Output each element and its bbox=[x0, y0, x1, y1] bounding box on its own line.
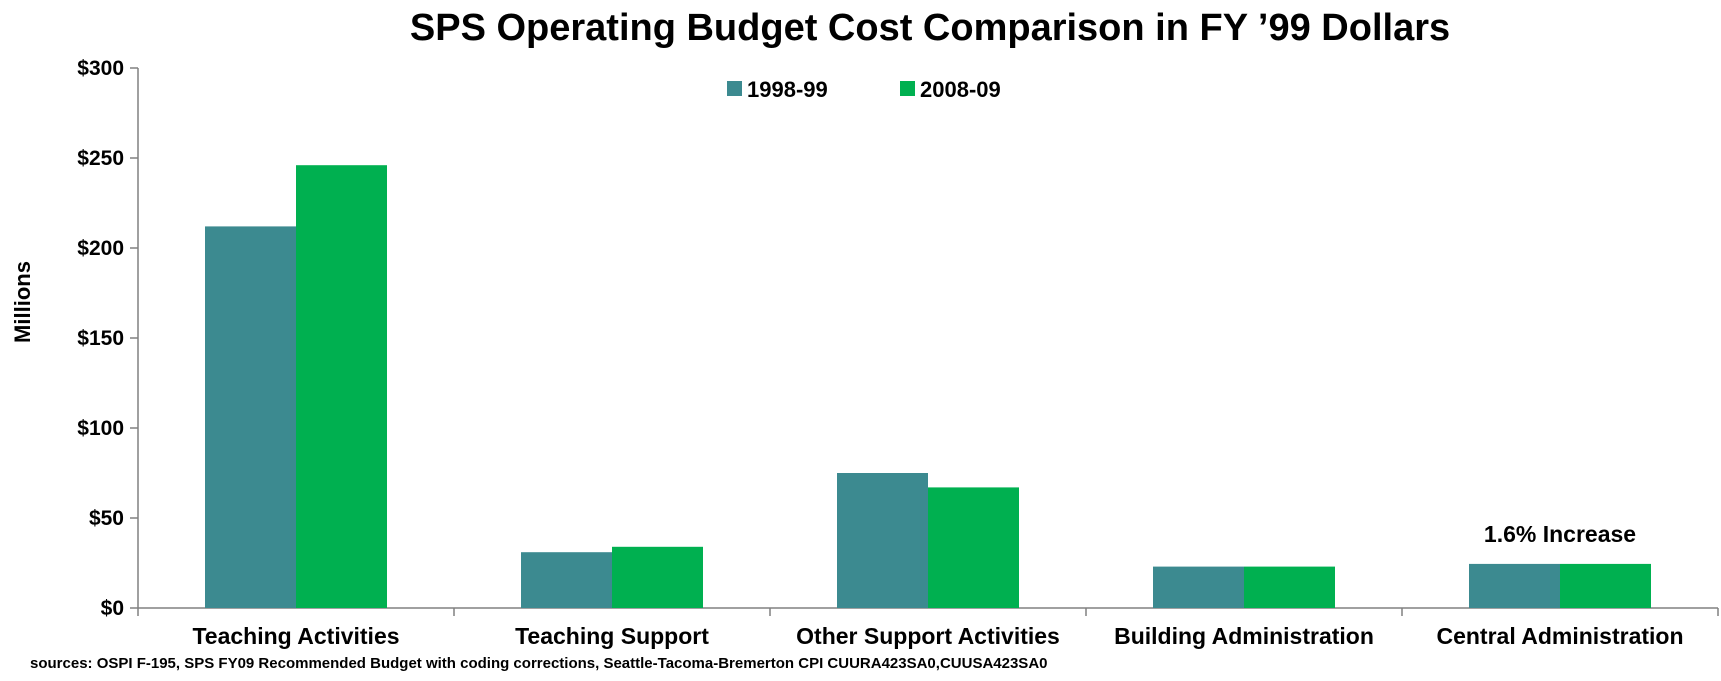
y-axis-label: Millions bbox=[10, 261, 35, 343]
y-tick-label: $300 bbox=[77, 57, 124, 80]
y-tick-label: $250 bbox=[77, 147, 124, 170]
y-tick-label: $200 bbox=[77, 237, 124, 260]
y-tick-label: $150 bbox=[77, 327, 124, 350]
annotation-label: 1.6% Increase bbox=[1484, 521, 1636, 547]
bar bbox=[205, 226, 296, 608]
legend: 1998-99 2008-09 bbox=[727, 77, 1001, 102]
bar bbox=[1469, 563, 1560, 608]
legend-label: 1998-99 bbox=[747, 77, 828, 102]
bar bbox=[521, 552, 612, 608]
y-tick-label: $50 bbox=[89, 507, 124, 530]
bar bbox=[1560, 563, 1651, 608]
legend-swatch bbox=[900, 81, 915, 96]
source-footnote: sources: OSPI F-195, SPS FY09 Recommende… bbox=[30, 655, 1048, 672]
bar bbox=[837, 473, 928, 608]
legend-label: 2008-09 bbox=[920, 77, 1001, 102]
bar bbox=[612, 546, 703, 608]
y-tick-label: $0 bbox=[101, 597, 124, 620]
chart-title: SPS Operating Budget Cost Comparison in … bbox=[410, 7, 1450, 49]
annotations: 1.6% Increase bbox=[1484, 521, 1636, 547]
bar bbox=[1153, 566, 1244, 608]
x-category-label: Other Support Activities bbox=[796, 623, 1060, 649]
bar bbox=[296, 165, 387, 608]
legend-swatch bbox=[727, 81, 742, 96]
bar bbox=[928, 487, 1019, 608]
x-category-label: Teaching Activities bbox=[192, 623, 399, 649]
bars bbox=[205, 165, 1651, 608]
x-category-label: Central Administration bbox=[1436, 623, 1683, 649]
bar bbox=[1244, 566, 1335, 608]
y-tick-label: $100 bbox=[77, 417, 124, 440]
axes: $0 $50 $100 $150 $200 $250 $300 Teaching Activi… bbox=[77, 57, 1719, 649]
x-category-label: Teaching Support bbox=[515, 623, 709, 649]
x-category-label: Building Administration bbox=[1114, 623, 1374, 649]
